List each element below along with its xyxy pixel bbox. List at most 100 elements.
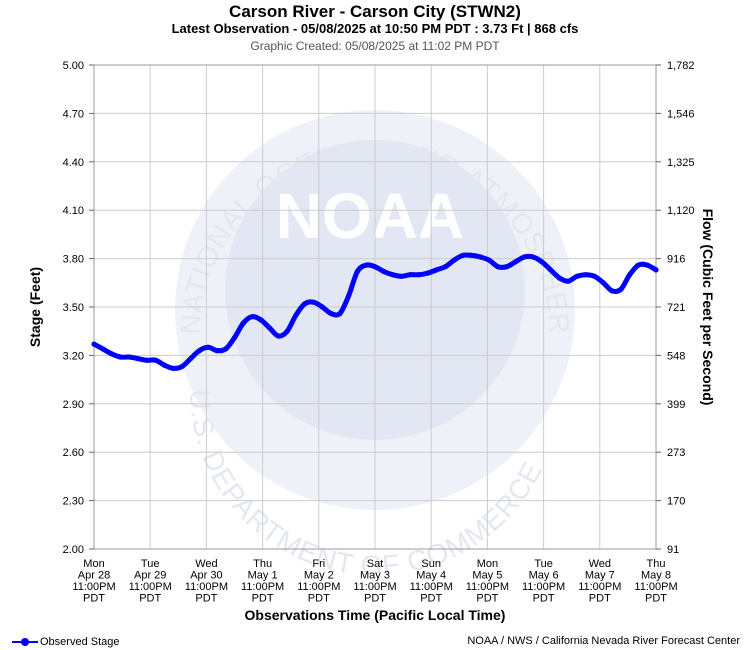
data-point	[398, 273, 404, 279]
data-point	[205, 344, 211, 350]
data-point	[135, 356, 141, 362]
data-point	[240, 320, 246, 326]
y-axis-title: Stage (Feet)	[27, 267, 43, 347]
y-tick-label: 2.00	[63, 544, 84, 556]
data-point	[126, 354, 132, 360]
data-point	[442, 264, 448, 270]
data-point	[635, 262, 642, 268]
y2-tick-label: 1,782	[667, 60, 695, 72]
x-axis-title: Observations Time (Pacific Local Time)	[245, 607, 506, 623]
data-point	[231, 335, 238, 341]
y-tick-label: 4.70	[63, 108, 84, 120]
data-point	[109, 351, 115, 357]
data-point	[644, 262, 650, 268]
y-tick-label: 5.00	[63, 60, 84, 72]
data-point	[627, 272, 633, 278]
footer-credit: NOAA / NWS / California Nevada River For…	[467, 635, 740, 647]
y2-axis-title: Flow (Cubic Feet per Second)	[700, 209, 716, 406]
y2-tick-label: 548	[667, 350, 685, 362]
y2-tick-label: 1,120	[667, 205, 695, 217]
data-point	[179, 364, 185, 370]
y2-tick-label: 91	[667, 544, 679, 556]
data-point	[354, 268, 360, 275]
y-tick-label: 4.40	[63, 157, 84, 169]
data-point	[293, 312, 299, 318]
noaa-watermark: NATIONAL OCEANIC AND ATMOSPHERIC ADMINIS…	[0, 0, 575, 581]
data-point	[591, 273, 598, 279]
y-tick-label: 3.20	[63, 350, 84, 362]
data-point	[425, 270, 431, 276]
data-point	[548, 267, 554, 273]
data-point	[460, 252, 466, 258]
data-point	[337, 310, 343, 317]
data-point	[100, 346, 106, 352]
data-point	[653, 267, 659, 273]
y2-tick-label: 916	[667, 254, 685, 266]
y2-tick-label: 1,325	[667, 157, 695, 169]
data-point	[469, 252, 475, 258]
data-point	[574, 273, 580, 279]
grid	[93, 64, 657, 550]
data-point	[302, 301, 308, 307]
x-tick-label: Thu May 1 11:00PM PDT	[241, 558, 284, 605]
observed-stage-series	[91, 252, 659, 371]
data-point	[504, 264, 510, 270]
legend: Observed Stage	[12, 636, 120, 648]
data-point	[284, 328, 290, 334]
data-point	[451, 257, 457, 263]
y2-tick-label: 399	[667, 399, 685, 411]
x-tick-label: Wed Apr 30 11:00PM PDT	[185, 558, 228, 605]
y2-tick-label: 721	[667, 302, 685, 314]
data-point	[390, 272, 396, 278]
data-point	[416, 272, 422, 278]
data-point	[161, 362, 167, 368]
legend-marker	[12, 638, 38, 646]
data-point	[170, 365, 176, 371]
data-point	[196, 348, 202, 354]
latest-observation: Latest Observation - 05/08/2025 at 10:50…	[171, 21, 579, 36]
y-axis: 5.00 4.70 4.40 4.10 3.80 3.50 3.20 2.90 2.60 2.30…	[63, 60, 94, 556]
data-point	[512, 259, 519, 265]
data-point	[521, 254, 527, 260]
data-point	[407, 272, 413, 278]
x-tick-label: Tue Apr 29 11:00PM PDT	[129, 558, 172, 605]
data-point	[188, 356, 194, 362]
legend-label: Observed Stage	[40, 636, 120, 648]
data-point	[310, 299, 317, 305]
data-point	[495, 264, 501, 270]
x-tick-label: Mon Apr 28 11:00PM PDT	[72, 558, 115, 605]
y-tick-label: 3.80	[63, 254, 84, 266]
data-point	[433, 267, 440, 273]
graphic-created: Graphic Created: 05/08/2025 at 11:02 PM …	[250, 39, 500, 53]
chart-title: Carson River - Carson City (STWN2)	[229, 2, 521, 21]
data-point	[381, 268, 387, 275]
data-point	[618, 286, 624, 292]
data-point	[363, 262, 369, 268]
data-point	[530, 254, 536, 260]
y-tick-label: 3.50	[63, 302, 84, 314]
data-point	[249, 314, 255, 320]
data-point	[144, 357, 150, 363]
data-point	[346, 293, 352, 299]
y2-axis: 1,782 1,546 1,325 1,120 916 721 548 399 273 170 91	[656, 60, 695, 556]
x-tick-label: Tue May 6 11:00PM PDT	[522, 558, 565, 605]
data-point	[486, 257, 492, 263]
y2-tick-label: 273	[667, 447, 685, 459]
x-axis: Mon Apr 28 11:00PM PDT Tue Apr 29 11:00PM PDT We…	[72, 558, 677, 605]
data-point	[600, 280, 606, 286]
data-point	[267, 325, 273, 331]
data-point	[275, 333, 281, 339]
data-point	[565, 278, 571, 284]
x-tick-label: Sat May 3 11:00PM PDT	[353, 558, 396, 605]
y2-tick-label: 170	[667, 496, 685, 508]
x-tick-label: Wed May 7 11:00PM PDT	[578, 558, 621, 605]
data-point	[91, 341, 97, 347]
x-tick-label: Sun May 4 11:00PM PDT	[410, 558, 453, 605]
data-point	[258, 317, 264, 323]
data-point	[556, 275, 563, 281]
data-point	[223, 346, 229, 352]
data-point	[152, 357, 159, 363]
data-point	[372, 264, 378, 270]
x-tick-label: Mon May 5 11:00PM PDT	[466, 558, 509, 605]
